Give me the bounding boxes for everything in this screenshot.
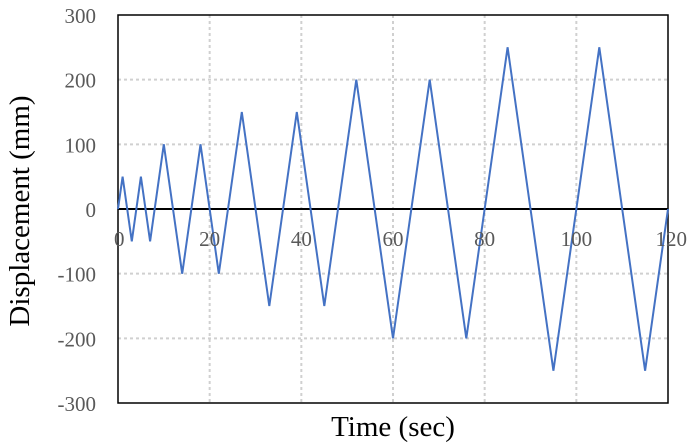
x-tick-label: 40 (291, 227, 312, 251)
y-tick-labels: 300 200 100 0 -100 -200 -300 (58, 4, 97, 416)
y-tick-label: 200 (65, 69, 97, 93)
y-axis-title: Displacement (mm) (4, 95, 36, 326)
x-tick-label: 120 (656, 227, 688, 251)
x-tick-label: 0 (114, 227, 125, 251)
y-tick-label: -100 (58, 263, 97, 287)
x-tick-label: 80 (474, 227, 495, 251)
x-tick-label: 100 (561, 227, 593, 251)
data-points (117, 47, 669, 371)
x-tick-label: 60 (383, 227, 404, 251)
x-axis-title: Time (sec) (331, 411, 455, 443)
y-tick-label: 100 (65, 133, 97, 157)
x-tick-labels: 0 20 40 60 80 100 120 (114, 227, 687, 251)
y-tick-label: 0 (86, 198, 97, 222)
x-tick-label: 20 (199, 227, 220, 251)
y-tick-label: -300 (58, 392, 97, 416)
series-line-displacement (117, 47, 669, 371)
y-tick-label: -200 (58, 327, 97, 351)
y-tick-label: 300 (65, 4, 97, 28)
